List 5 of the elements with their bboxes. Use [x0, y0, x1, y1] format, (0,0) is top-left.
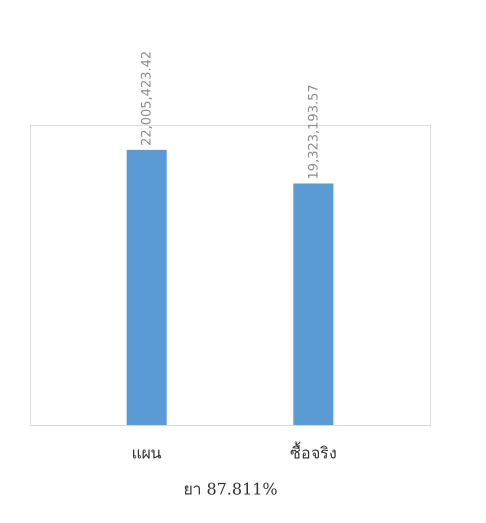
- x-tick-label: แผน: [132, 444, 162, 462]
- data-label: 22,005,423.42: [140, 50, 155, 146]
- x-tick-label: ซื้อจริง: [290, 442, 337, 462]
- data-label: 19,323,193.57: [306, 84, 322, 180]
- x-axis-title: ยา 87.811%: [183, 480, 278, 498]
